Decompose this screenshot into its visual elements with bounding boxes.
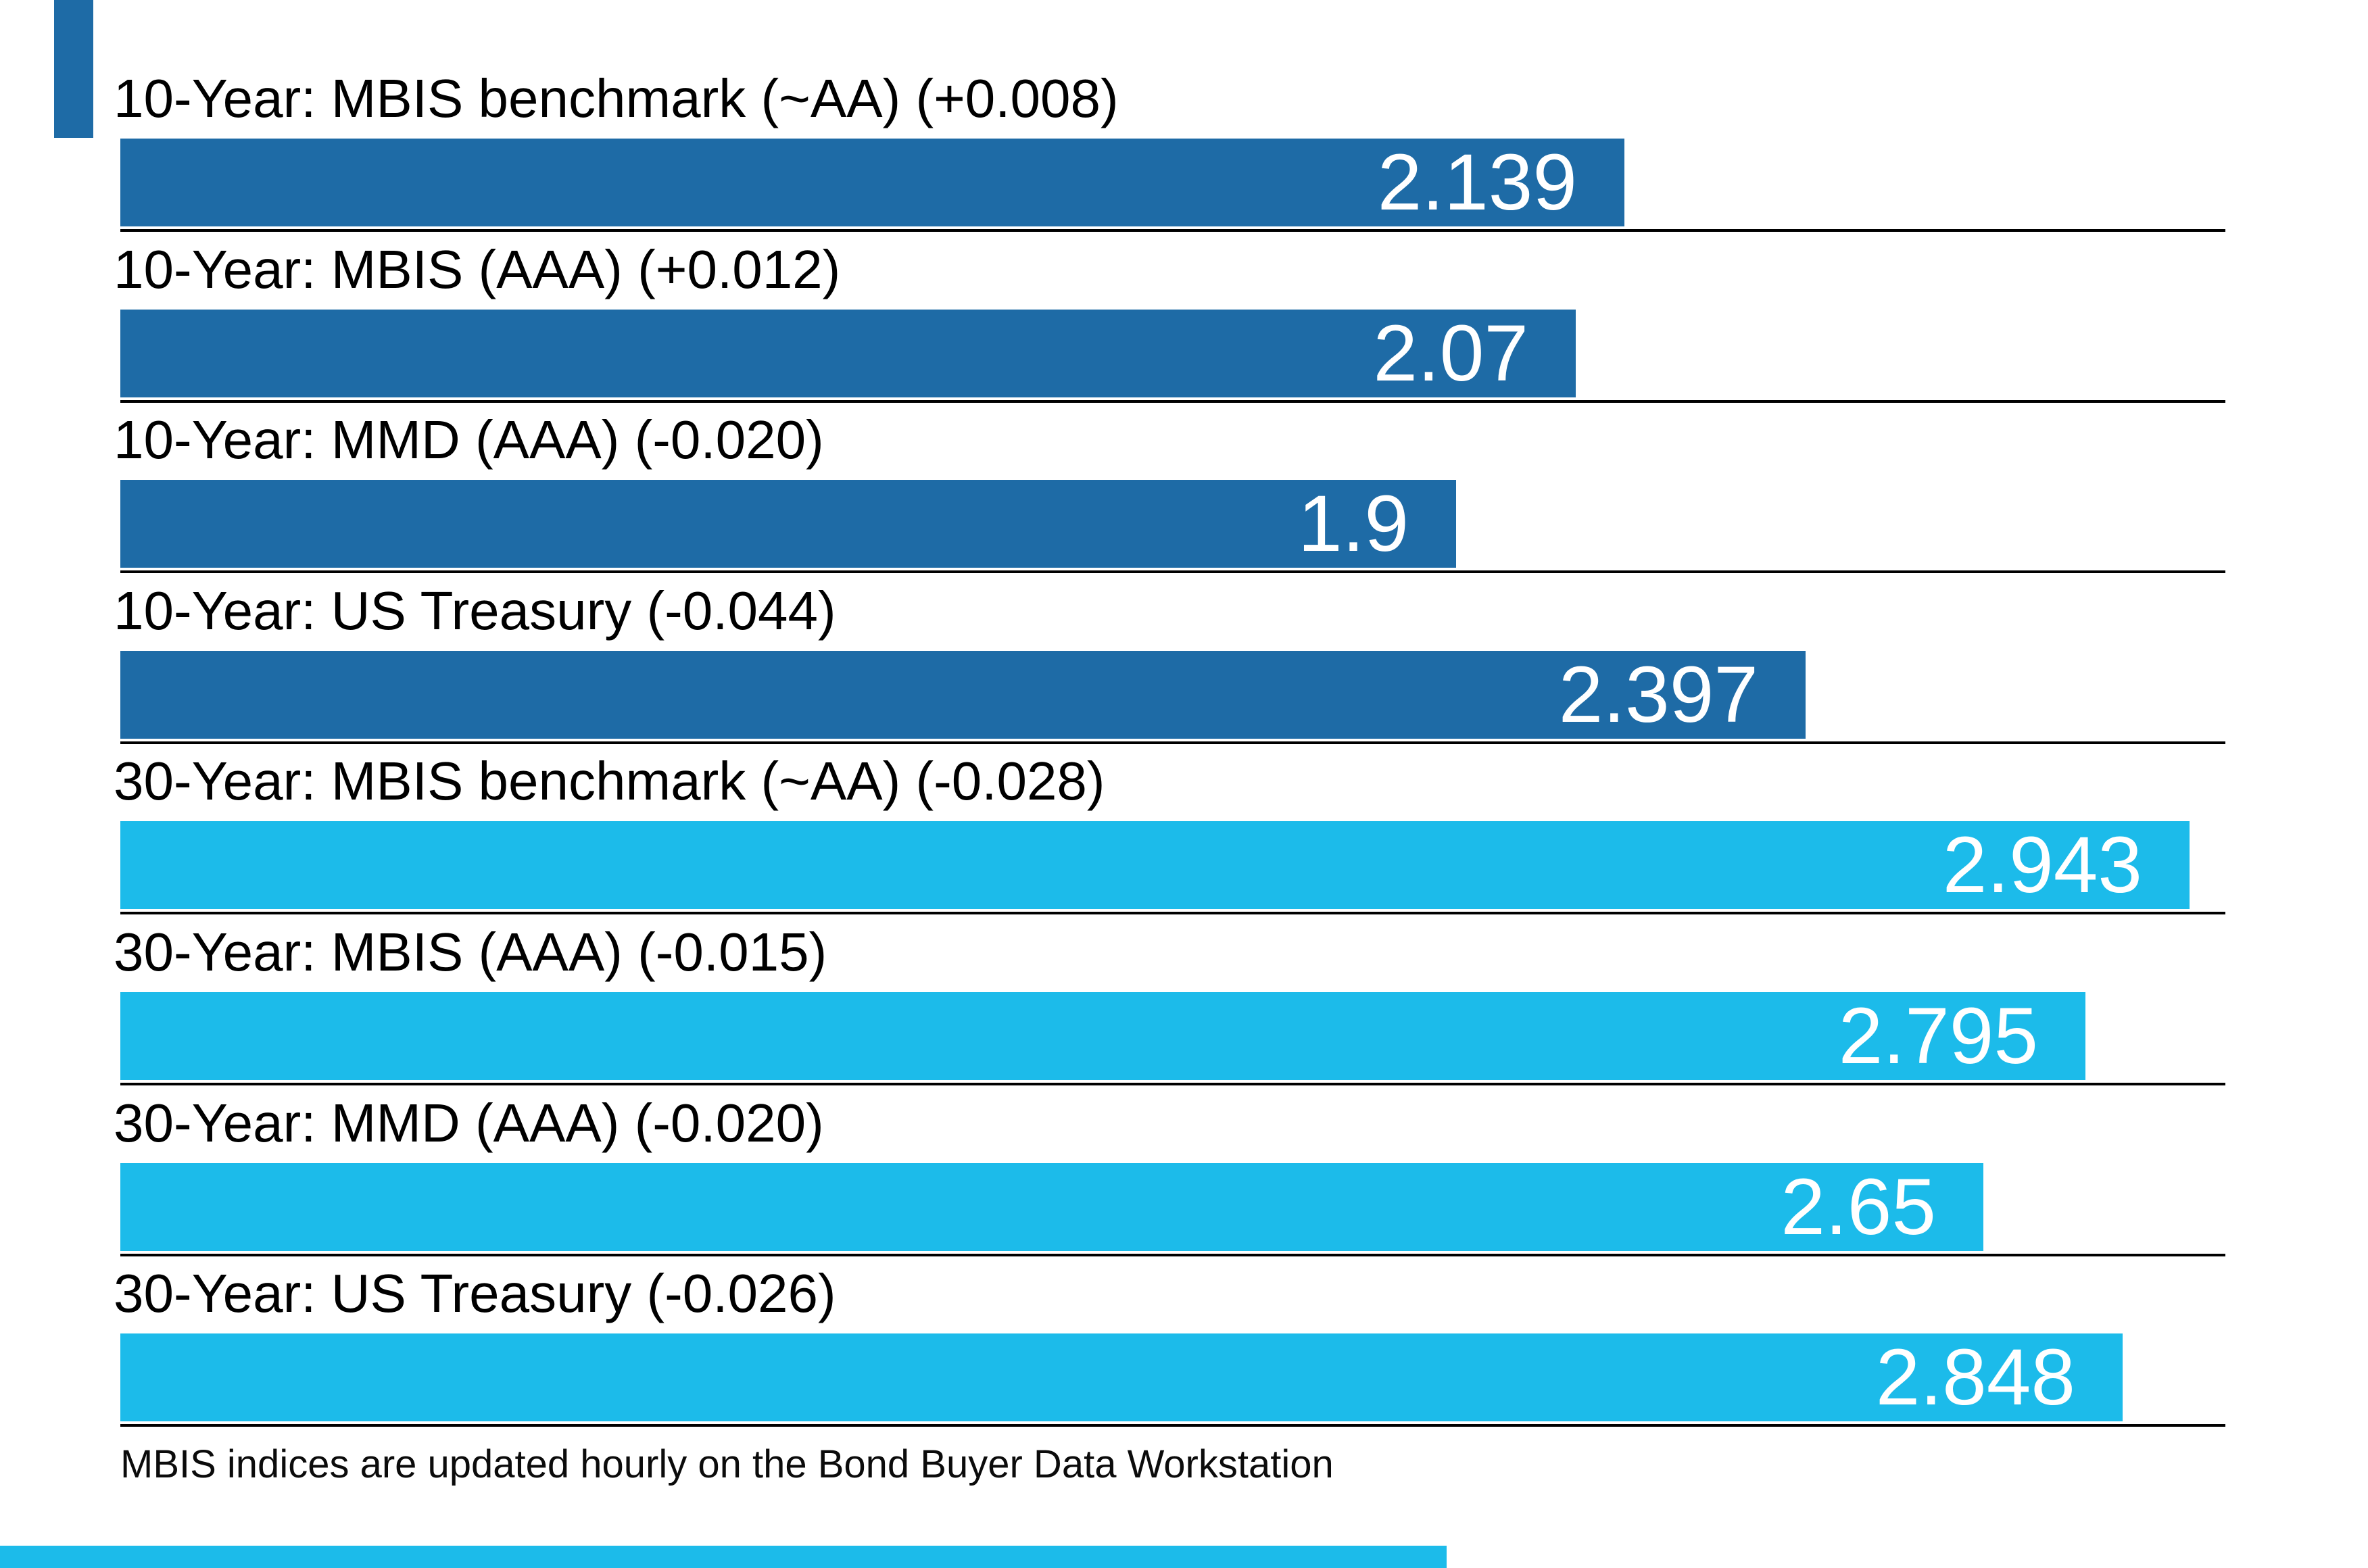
cropped-bar-artifact-bottom-left [0,1546,1447,1568]
bar-value-label: 2.139 [1377,138,1577,227]
chart-row: 10-Year: US Treasury (-0.044) 2.397 [0,577,2368,748]
bar-label: 10-Year: MBIS (AAA) (+0.012) [114,239,841,299]
bar-value-label: 2.397 [1558,650,1758,739]
chart-row: 30-Year: MMD (AAA) (-0.020) 2.65 [0,1089,2368,1260]
row-separator [120,400,2225,403]
chart-row: 30-Year: MBIS benchmark (~AA) (-0.028) 2.… [0,748,2368,918]
bar-label: 30-Year: US Treasury (-0.026) [114,1263,836,1323]
bar: 2.795 [120,992,2085,1080]
bar-value-label: 2.65 [1781,1162,1936,1252]
bar: 2.943 [120,821,2190,909]
row-separator [120,912,2225,914]
chart-row: 10-Year: MBIS (AAA) (+0.012) 2.07 [0,236,2368,407]
row-separator [120,1424,2225,1427]
chart-row: 30-Year: MBIS (AAA) (-0.015) 2.795 [0,918,2368,1089]
bar: 2.07 [120,310,1576,397]
bar: 2.139 [120,139,1624,226]
bar-value-label: 2.943 [1942,820,2142,910]
row-separator [120,741,2225,744]
bar: 2.65 [120,1163,1983,1251]
bar-label: 10-Year: US Treasury (-0.044) [114,581,836,641]
row-separator [120,229,2225,232]
bar-value-label: 2.795 [1838,991,2038,1081]
bar-value-label: 2.848 [1875,1333,2075,1422]
bar: 2.848 [120,1333,2123,1421]
bar: 1.9 [120,480,1456,568]
row-separator [120,570,2225,573]
bar-label: 30-Year: MBIS (AAA) (-0.015) [114,922,827,982]
chart-row: 10-Year: MBIS benchmark (~AA) (+0.008) 2.… [0,65,2368,236]
bar-label: 10-Year: MMD (AAA) (-0.020) [114,410,824,470]
bar-value-label: 1.9 [1297,479,1409,568]
bar-label: 30-Year: MBIS benchmark (~AA) (-0.028) [114,751,1105,811]
row-separator [120,1083,2225,1085]
row-separator [120,1254,2225,1256]
cropped-bar-artifact-top-left [54,0,93,138]
bar: 2.397 [120,651,1806,739]
bar-value-label: 2.07 [1373,309,1528,398]
chart-row: 10-Year: MMD (AAA) (-0.020) 1.9 [0,406,2368,577]
footnote: MBIS indices are updated hourly on the B… [120,1442,1334,1486]
chart-row: 30-Year: US Treasury (-0.026) 2.848 [0,1260,2368,1431]
bar-label: 10-Year: MBIS benchmark (~AA) (+0.008) [114,68,1119,128]
bar-label: 30-Year: MMD (AAA) (-0.020) [114,1093,824,1153]
